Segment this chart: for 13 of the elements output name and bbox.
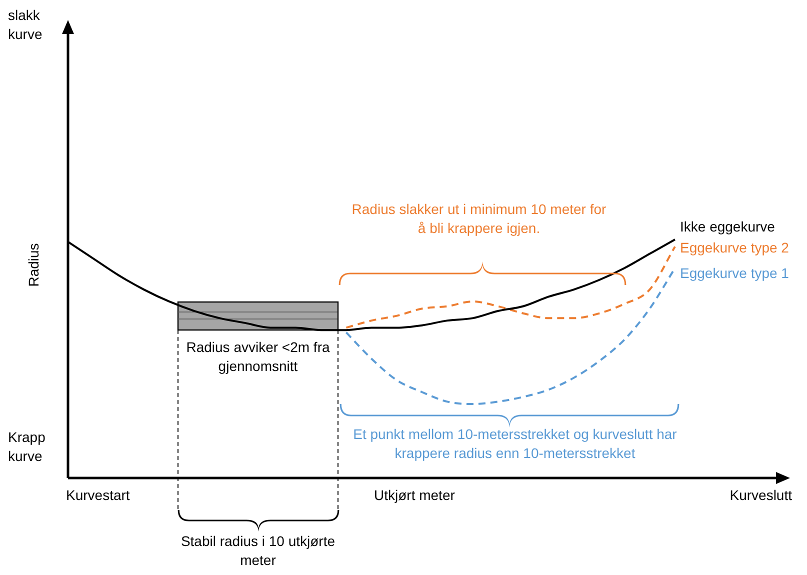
series-label: Eggekurve type 2 [680,239,790,256]
text: Stabil radius i 10 utkjørte meter [180,532,336,570]
x-axis-title: Utkjørt meter [374,486,455,505]
text: Radius slakker ut i minimum 10 meter for å bli krappere igjen. [350,200,608,238]
annotation: Radius avviker <2m fra gjennomsnitt [185,338,331,376]
text: Krapp kurve [8,428,46,466]
text: Kurvestart [66,486,131,505]
series-label: Eggekurve type 1 [680,264,790,281]
text: slakk kurve [8,6,44,44]
annotation: Et punkt mellom 10-metersstrekket og kurveslutt har krappere radius enn 10-metersstrekket [352,425,678,463]
series-label: Ikke eggekurve [680,218,776,234]
y-axis-title: Radius [24,243,42,287]
text: Kurveslutt [728,486,792,505]
